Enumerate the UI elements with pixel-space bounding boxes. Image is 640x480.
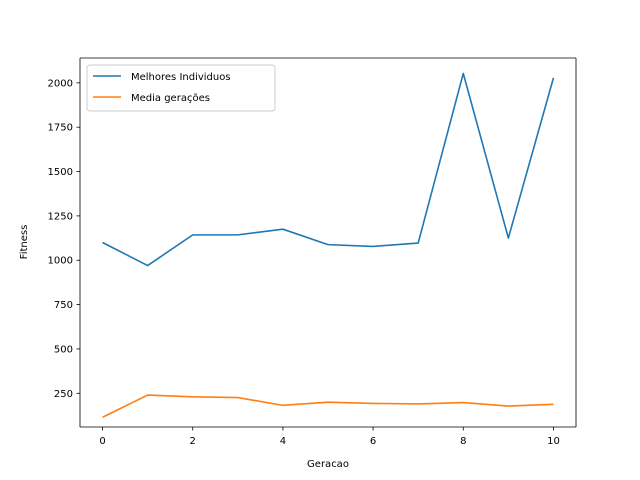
y-tick-label: 1750 bbox=[48, 123, 73, 134]
legend-label-best: Melhores Individuos bbox=[131, 72, 231, 83]
series-layer bbox=[102, 72, 555, 418]
x-tick-label: 6 bbox=[370, 436, 376, 447]
y-tick-label: 1250 bbox=[48, 211, 73, 222]
y-tick-label: 500 bbox=[54, 344, 73, 355]
y-ticks: 250 500 750 1000 1250 1500 1750 2000 bbox=[48, 78, 80, 400]
plot-area bbox=[80, 58, 576, 427]
x-tick-label: 0 bbox=[99, 436, 105, 447]
y-tick-label: 750 bbox=[54, 300, 73, 311]
legend-box bbox=[86, 64, 276, 112]
y-tick-label: 250 bbox=[54, 389, 73, 400]
y-axis-label: Fitness bbox=[19, 225, 30, 260]
y-tick-label: 2000 bbox=[48, 78, 73, 89]
y-tick-label: 1000 bbox=[48, 256, 73, 267]
series-line-mean bbox=[102, 394, 554, 418]
y-tick-label: 1500 bbox=[48, 167, 73, 178]
x-tick-label: 8 bbox=[460, 436, 466, 447]
x-tick-label: 2 bbox=[190, 436, 196, 447]
series-line-best bbox=[102, 72, 555, 267]
legend-label-mean: Media gerações bbox=[131, 93, 210, 104]
x-tick-label: 4 bbox=[280, 436, 286, 447]
x-axis-label: Geracao bbox=[307, 459, 349, 470]
legend: Melhores Individuos Media gerações bbox=[86, 64, 276, 112]
x-ticks: 0 2 4 6 8 10 bbox=[99, 427, 560, 447]
x-tick-label: 10 bbox=[547, 436, 560, 447]
